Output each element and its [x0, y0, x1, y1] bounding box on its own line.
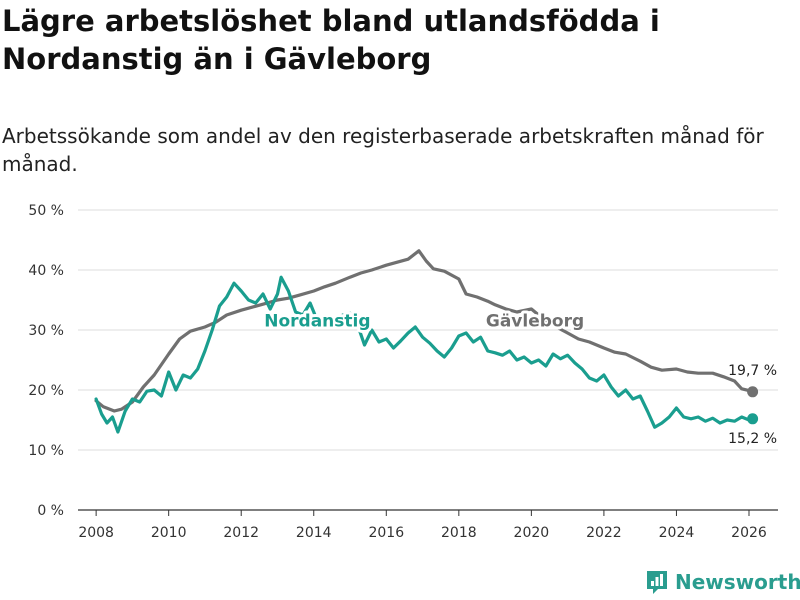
series-lines — [94, 249, 759, 434]
x-tick-label: 2016 — [368, 525, 404, 541]
series-end-marker-nordanstig — [747, 413, 759, 425]
y-tick-label: 10 % — [28, 443, 64, 459]
end-value-label-nordanstig: 15,2 % — [728, 431, 777, 447]
x-tick-label: 2008 — [78, 525, 114, 541]
series-label-nordanstig: Nordanstig — [264, 311, 370, 331]
x-tick-label: 2024 — [659, 525, 695, 541]
series-line-nordanstig — [94, 275, 755, 434]
newsworthy-logo-icon — [647, 571, 667, 594]
x-tick-label: 2014 — [296, 525, 332, 541]
x-tick-label: 2026 — [731, 525, 767, 541]
chart-subtitle: Arbetssökande som andel av den registerb… — [2, 124, 764, 176]
y-tick-label: 30 % — [28, 323, 64, 339]
series-label-gavleborg: Gävleborg — [486, 311, 584, 331]
axes: 0 % 10 % 20 % 30 % 40 % 50 % 2008 2010 2012 2014 2… — [28, 203, 766, 541]
x-tick-label: 2022 — [586, 525, 622, 541]
series-line-gävleborg — [94, 249, 755, 413]
x-tick-label: 2010 — [151, 525, 187, 541]
series-label-gavleborg-halo: Gävleborg — [486, 311, 584, 331]
y-tick-label: 0 % — [37, 503, 64, 519]
x-tick-label: 2020 — [514, 525, 550, 541]
series-label-nordanstig-halo: Nordanstig — [264, 311, 370, 331]
y-tick-label: 50 % — [28, 203, 64, 219]
y-tick-label: 40 % — [28, 263, 64, 279]
chart-title: Lägre arbetslöshet bland utlandsfödda i … — [2, 4, 660, 76]
gridlines — [78, 209, 778, 511]
series-labels: GävleborgGävleborgNordanstigNordanstig19… — [261, 308, 777, 447]
brand-name: Newsworthy — [675, 570, 800, 594]
end-value-label-gavleborg: 19,7 % — [728, 363, 777, 379]
x-tick-label: 2018 — [441, 525, 477, 541]
x-tick-label: 2012 — [223, 525, 259, 541]
newsworthy-brand: Newsworthy — [645, 567, 800, 597]
series-end-marker-gävleborg — [747, 386, 759, 398]
y-tick-label: 20 % — [28, 383, 64, 399]
